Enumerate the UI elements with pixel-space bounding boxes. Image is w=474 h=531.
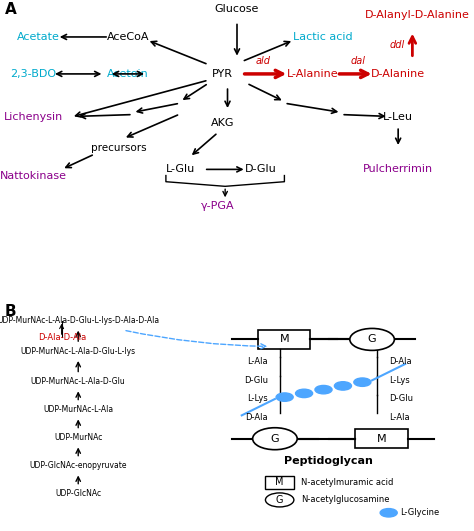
Text: Lichenysin: Lichenysin xyxy=(3,112,63,122)
FancyBboxPatch shape xyxy=(258,330,310,349)
Text: UDP-MurNAc-L-Ala-D-Glu: UDP-MurNAc-L-Ala-D-Glu xyxy=(31,377,126,386)
Text: UDP-GlcNAc: UDP-GlcNAc xyxy=(55,489,101,498)
Circle shape xyxy=(354,378,371,387)
Circle shape xyxy=(296,389,312,398)
Text: PYR: PYR xyxy=(212,69,233,79)
Circle shape xyxy=(350,329,394,350)
Text: ddl: ddl xyxy=(390,40,405,50)
Text: B: B xyxy=(5,304,17,319)
Text: D-Ala: D-Ala xyxy=(245,413,268,422)
Text: precursors: precursors xyxy=(91,143,146,153)
FancyBboxPatch shape xyxy=(265,476,294,489)
Text: L-Lys: L-Lys xyxy=(389,376,410,385)
Text: L-Ala: L-Ala xyxy=(389,413,410,422)
Text: Pulcherrimin: Pulcherrimin xyxy=(363,165,433,174)
Text: Acetate: Acetate xyxy=(17,32,59,42)
Text: Glucose: Glucose xyxy=(215,4,259,14)
Text: AKG: AKG xyxy=(211,118,235,128)
Text: Acetoin: Acetoin xyxy=(107,69,149,79)
Text: L-Alanine: L-Alanine xyxy=(287,69,338,79)
Circle shape xyxy=(276,393,293,401)
Text: Nattokinase: Nattokinase xyxy=(0,170,67,181)
Text: dal: dal xyxy=(350,56,365,66)
Circle shape xyxy=(265,493,294,507)
Text: D-Glu: D-Glu xyxy=(389,395,413,404)
Text: D-Ala-D-Ala: D-Ala-D-Ala xyxy=(38,332,86,341)
Text: UDP-MurNAc-L-Ala-D-Glu-L-lys-D-Ala-D-Ala: UDP-MurNAc-L-Ala-D-Glu-L-lys-D-Ala-D-Ala xyxy=(0,316,159,325)
Circle shape xyxy=(253,428,297,450)
Text: G: G xyxy=(271,434,279,444)
Text: N-acetylglucosamine: N-acetylglucosamine xyxy=(301,495,390,504)
Text: γ-PGA: γ-PGA xyxy=(201,201,235,211)
Text: D-Ala: D-Ala xyxy=(389,357,411,366)
Text: D-Alanine: D-Alanine xyxy=(371,69,425,79)
Text: D-Alanyl-D-Alanine: D-Alanyl-D-Alanine xyxy=(365,11,470,20)
Circle shape xyxy=(315,386,332,394)
Text: Peptidoglycan: Peptidoglycan xyxy=(284,456,373,466)
Text: L-Glycine: L-Glycine xyxy=(401,508,440,517)
Text: UDP-GlcNAc-enopyruvate: UDP-GlcNAc-enopyruvate xyxy=(29,461,127,470)
Text: M: M xyxy=(377,434,386,444)
Text: M: M xyxy=(280,335,289,345)
Text: L-Ala: L-Ala xyxy=(247,357,268,366)
FancyBboxPatch shape xyxy=(356,430,408,448)
Text: AceCoA: AceCoA xyxy=(107,32,149,42)
Text: Lactic acid: Lactic acid xyxy=(292,32,352,42)
Text: G: G xyxy=(276,495,283,505)
Text: D-Glu: D-Glu xyxy=(245,165,276,174)
Text: D-Glu: D-Glu xyxy=(244,376,268,385)
Text: UDP-MurNAc: UDP-MurNAc xyxy=(54,433,102,442)
Circle shape xyxy=(334,382,351,390)
Text: M: M xyxy=(275,477,284,487)
Text: UDP-MurNAc-L-Ala: UDP-MurNAc-L-Ala xyxy=(43,405,113,414)
Text: ald: ald xyxy=(255,56,271,66)
Text: G: G xyxy=(368,335,376,345)
Text: A: A xyxy=(5,2,17,17)
Text: 2,3-BDO: 2,3-BDO xyxy=(10,69,56,79)
Circle shape xyxy=(380,509,397,517)
Text: UDP-MurNAc-L-Ala-D-Glu-L-lys: UDP-MurNAc-L-Ala-D-Glu-L-lys xyxy=(21,347,136,356)
Text: L-Leu: L-Leu xyxy=(383,112,413,122)
Text: N-acetylmuramic acid: N-acetylmuramic acid xyxy=(301,478,393,487)
Text: L-Glu: L-Glu xyxy=(165,165,195,174)
Text: L-Lys: L-Lys xyxy=(247,395,268,404)
